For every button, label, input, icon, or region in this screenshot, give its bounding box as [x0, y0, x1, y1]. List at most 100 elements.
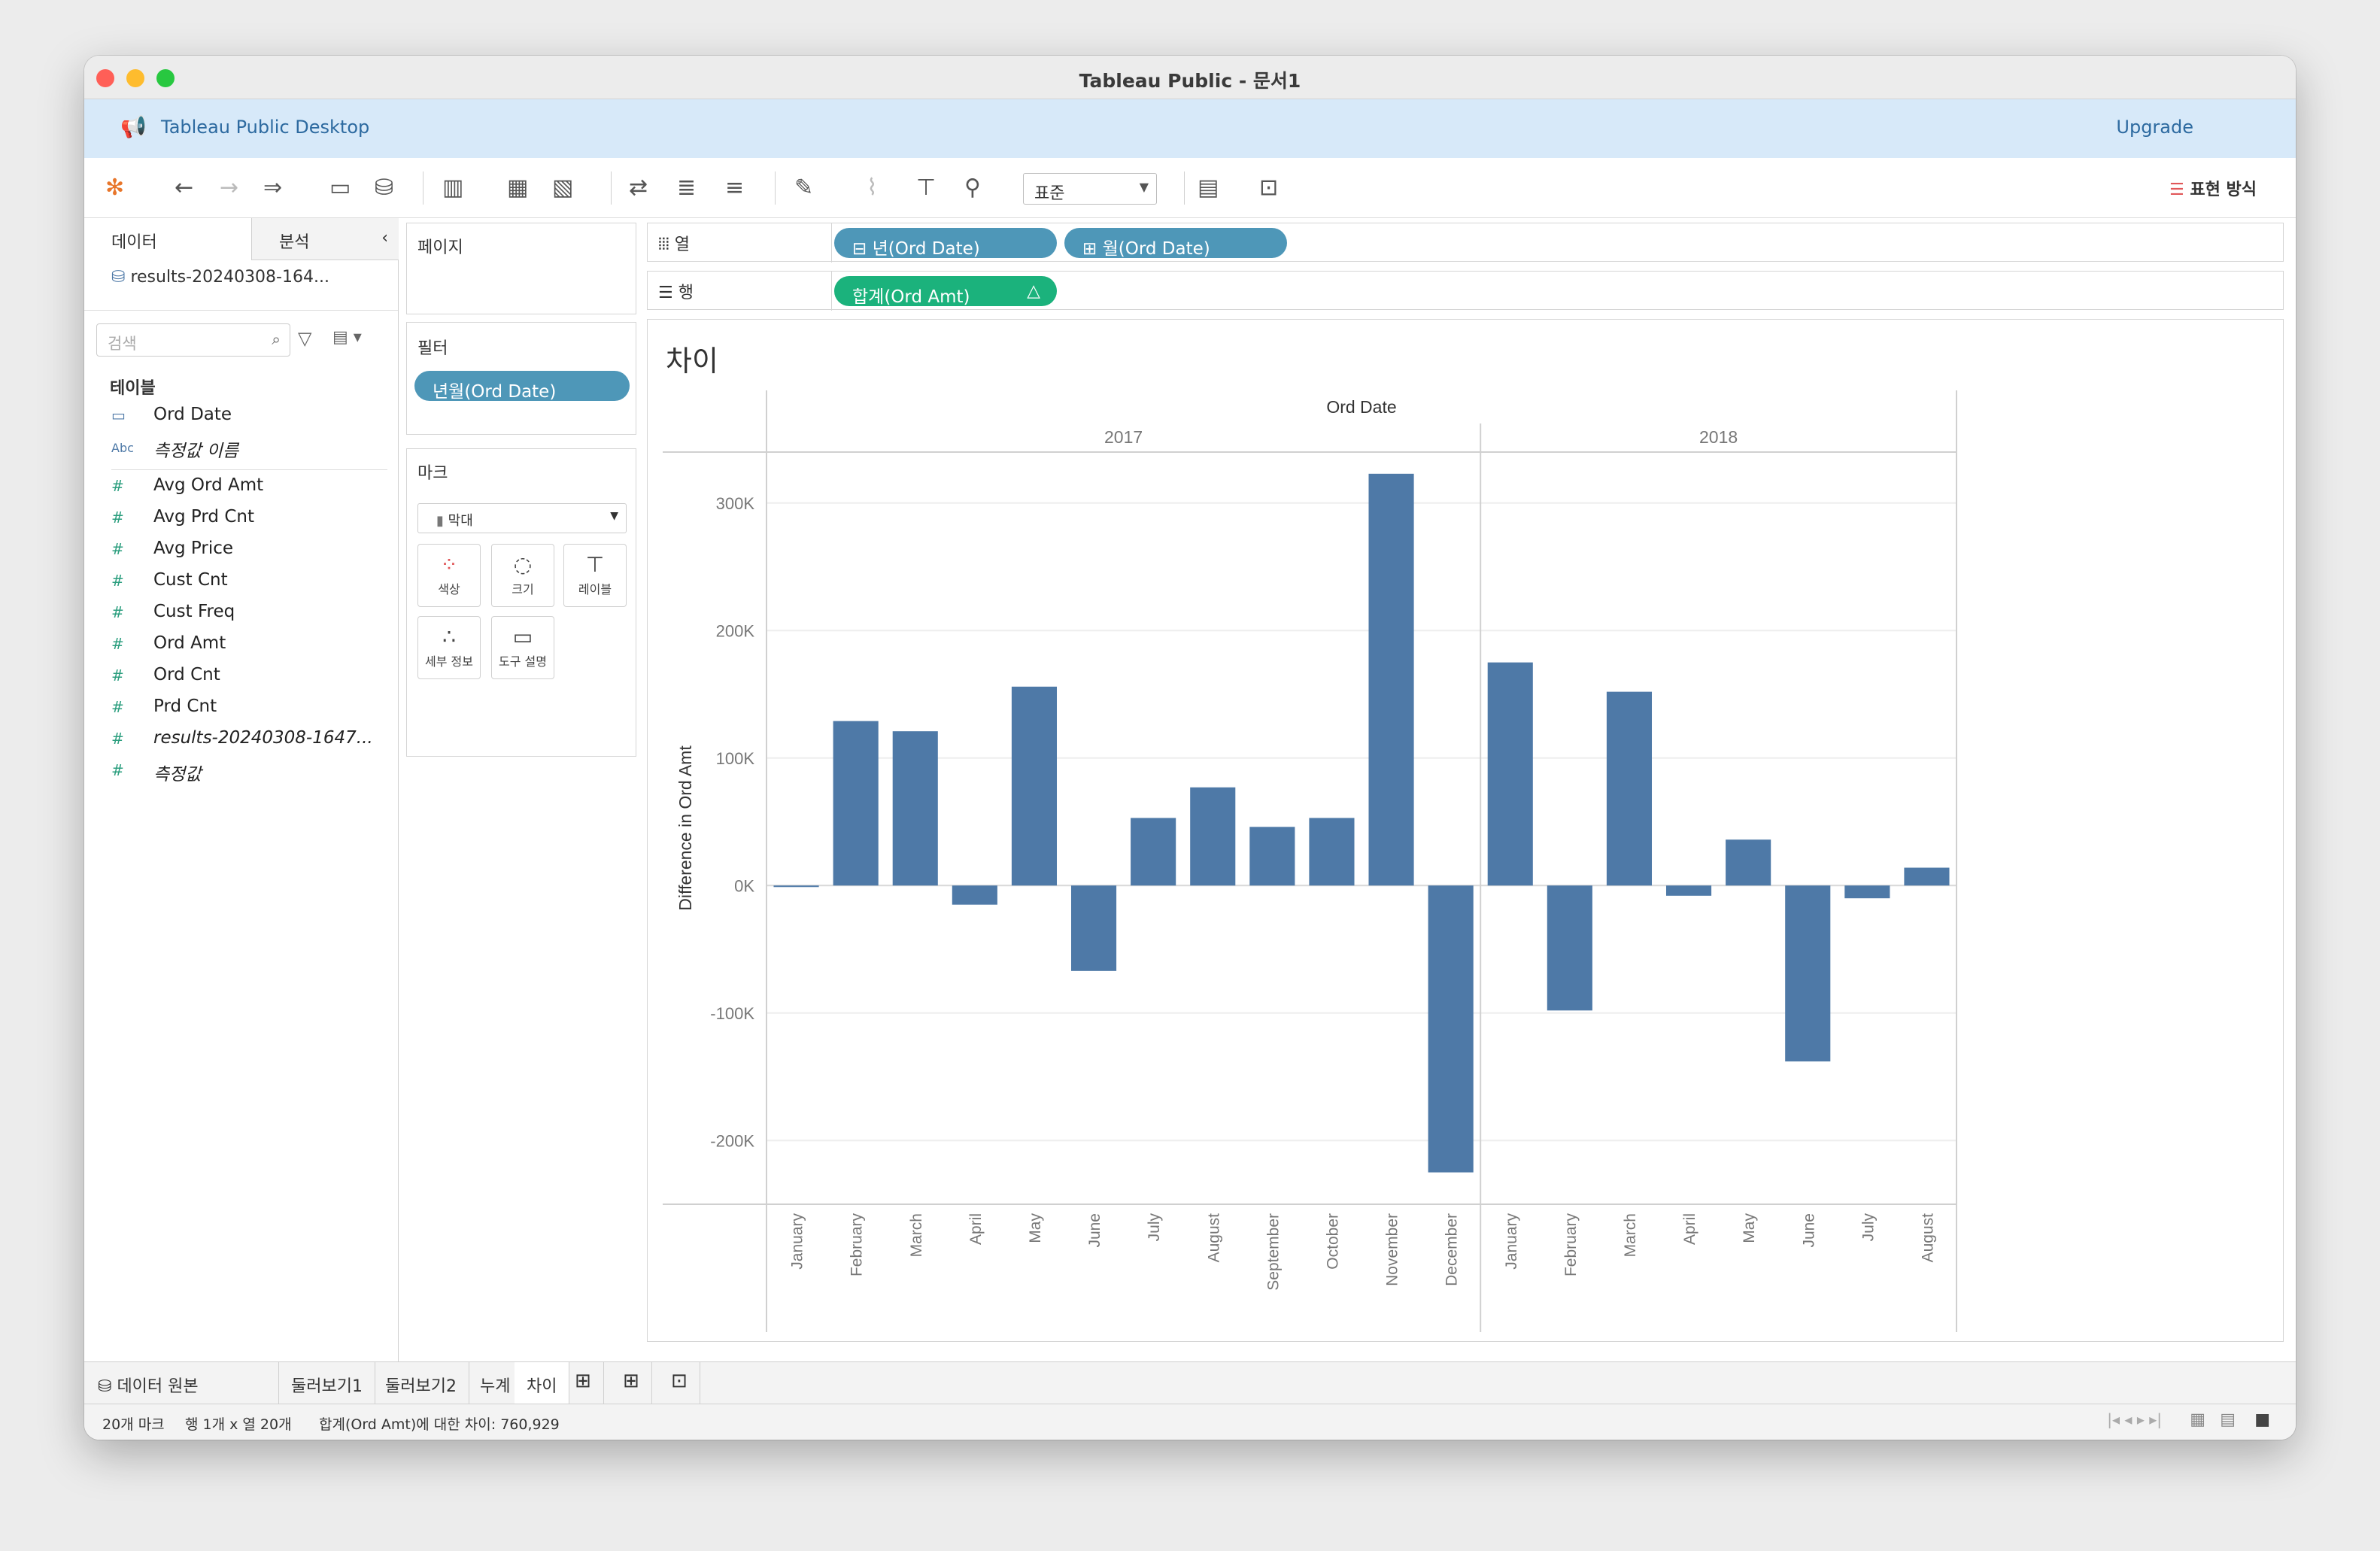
col-pill-year-label: 년(Ord Date)	[872, 239, 980, 259]
y-tick-label: 300K	[716, 494, 755, 513]
filter-icon[interactable]: ▽	[298, 328, 312, 349]
save-icon[interactable]: ▭	[329, 175, 351, 201]
tab-data[interactable]: 데이터	[84, 218, 251, 260]
row-pill-sum-ord-amt[interactable]: 합계(Ord Amt) △	[834, 276, 1057, 307]
col-pill-year[interactable]: ⊟ 년(Ord Date)	[834, 228, 1057, 259]
datasource-tab[interactable]: ⛁ 데이터 원본	[84, 1362, 278, 1404]
grid-view-icon[interactable]: ▦	[2190, 1410, 2205, 1429]
field-name: Avg Ord Amt	[153, 475, 264, 495]
tab-sheet-2[interactable]: 둘러보기2	[373, 1362, 469, 1404]
columns-shelf[interactable]: ⦙⦙⦙ 열 ⊟ 년(Ord Date) ⊞ 월(Ord Date)	[647, 223, 2284, 263]
detail-icon: ∴	[442, 624, 456, 649]
rows-icon: ☰	[658, 284, 673, 302]
bar	[1011, 686, 1058, 886]
show-labels-icon[interactable]: ⊤	[916, 175, 937, 201]
number-type-icon: #	[111, 477, 124, 495]
x-tick-label: September	[1264, 1213, 1282, 1291]
pin-icon[interactable]: ⚲	[964, 175, 981, 201]
field-name: Cust Freq	[153, 602, 235, 621]
year-header: 2017	[1104, 427, 1143, 447]
collapse-plus-icon: ⊞	[1082, 239, 1103, 259]
number-type-icon: #	[111, 603, 124, 621]
minimize-window-button[interactable]	[126, 69, 144, 87]
y-tick-label: 0K	[734, 876, 754, 895]
columns-label-text: 열	[674, 235, 691, 254]
duplicate-sheet-icon[interactable]: ▦	[507, 175, 529, 201]
zoom-window-button[interactable]	[156, 69, 175, 87]
label-button[interactable]: ⊤ 레이블	[563, 544, 627, 607]
number-type-icon: #	[111, 666, 124, 684]
tooltip-icon: ▭	[512, 624, 533, 649]
tab-sheet-4[interactable]: 차이	[515, 1362, 570, 1404]
marks-card[interactable]: 마크 ▮ 막대 ▼ ⁘ 색상 ◌ 크기 ⊤ 레이블 ∴ 세부 정보 ▭ 도구 설명	[406, 448, 636, 757]
view-options-icon[interactable]: ▤ ▾	[332, 328, 362, 347]
show-cards-icon[interactable]: ▤	[1198, 175, 1219, 201]
year-header: 2018	[1699, 427, 1738, 447]
col-pill-month-label: 월(Ord Date)	[1102, 239, 1210, 259]
show-me-button[interactable]: ☰ 표현 방식	[2169, 176, 2257, 200]
field-name: 측정값	[153, 765, 202, 785]
undo-icon[interactable]: ←	[175, 175, 194, 201]
y-tick-label: 100K	[716, 749, 755, 768]
size-button[interactable]: ◌ 크기	[491, 544, 554, 607]
bar-chart-icon: ▮	[436, 513, 444, 529]
detail-button[interactable]: ∴ 세부 정보	[417, 616, 481, 679]
x-tick-label: July	[1146, 1213, 1163, 1242]
new-story-icon[interactable]: ⊡	[659, 1362, 700, 1404]
pages-card[interactable]: 페이지	[406, 223, 636, 314]
navigation-icon[interactable]: |◂ ◂ ▸ ▸|	[2107, 1410, 2162, 1428]
tooltip-button[interactable]: ▭ 도구 설명	[491, 616, 554, 679]
clear-sheet-icon[interactable]: ▧	[552, 175, 574, 201]
status-summary: 합계(Ord Amt)에 대한 차이: 760,929	[319, 1416, 560, 1433]
view-area[interactable]: 차이 -200K -100K 0K 100K 200K 300K Ord Date Diffe…	[647, 319, 2284, 1342]
search-input[interactable]: 검색 ⌕	[96, 323, 290, 357]
tab-view-icon[interactable]: ■	[2254, 1410, 2270, 1429]
rows-shelf[interactable]: ☰ 행 합계(Ord Amt) △	[647, 271, 2284, 311]
field-name: Ord Date	[153, 405, 232, 424]
col-pill-month[interactable]: ⊞ 월(Ord Date)	[1064, 228, 1287, 259]
new-worksheet-icon[interactable]: ⊞	[563, 1362, 604, 1404]
tab-sheet-3[interactable]: 누계	[468, 1362, 524, 1404]
tableau-logo-icon[interactable]: ✻	[105, 175, 125, 201]
collapse-icon[interactable]: ‹	[381, 229, 388, 247]
tab-analysis[interactable]: 분석 ‹	[251, 218, 399, 260]
filter-pill-yearmonth[interactable]: 년월(Ord Date)	[414, 371, 630, 402]
color-button[interactable]: ⁘ 색상	[417, 544, 481, 607]
row-pill-label: 합계(Ord Amt)	[852, 287, 970, 307]
filters-card[interactable]: 필터 년월(Ord Date)	[406, 322, 636, 435]
x-tick-label: March	[908, 1213, 925, 1257]
new-dashboard-icon[interactable]: ⊞	[611, 1362, 652, 1404]
mark-type-dropdown[interactable]: ▮ 막대 ▼	[417, 503, 627, 533]
close-window-button[interactable]	[96, 69, 114, 87]
datasource-item[interactable]: ⛁ results-20240308-164...	[111, 268, 329, 287]
bar	[1844, 885, 1890, 899]
filmstrip-view-icon[interactable]: ▤	[2220, 1410, 2236, 1429]
detail-label: 세부 정보	[425, 654, 473, 669]
size-label: 크기	[512, 582, 534, 596]
tab-sheet-1[interactable]: 둘러보기1	[278, 1362, 375, 1404]
window-title: Tableau Public - 문서1	[1079, 70, 1301, 92]
x-tick-label: December	[1443, 1213, 1461, 1286]
swap-icon[interactable]: ⇒	[263, 175, 283, 201]
new-datasource-icon[interactable]: ⛁	[375, 175, 394, 201]
redo-icon[interactable]: →	[220, 175, 239, 201]
bar	[1487, 662, 1533, 886]
group-icon[interactable]: ⌇	[867, 175, 878, 201]
bar	[1726, 839, 1771, 886]
bar	[1665, 885, 1712, 896]
fit-dropdown[interactable]: 표준 ▼	[1023, 173, 1157, 205]
highlight-icon[interactable]: ✎	[794, 175, 814, 201]
upgrade-link[interactable]: Upgrade	[2116, 117, 2193, 138]
tooltip-label: 도구 설명	[499, 654, 547, 669]
new-worksheet-icon[interactable]: ▥	[442, 175, 464, 201]
number-type-icon: #	[111, 761, 124, 779]
sort-ascending-icon[interactable]: ≣	[677, 175, 697, 201]
bar	[1904, 867, 1950, 886]
field-name: Prd Cnt	[153, 697, 217, 716]
presentation-icon[interactable]: ⊡	[1259, 175, 1279, 201]
title-bar: Tableau Public - 문서1	[84, 56, 2296, 99]
bar	[773, 885, 819, 888]
sort-descending-icon[interactable]: ≡	[725, 175, 745, 201]
bar-chart[interactable]: -200K -100K 0K 100K 200K 300K Ord Date Differen…	[648, 320, 2284, 1343]
swap-rows-columns-icon[interactable]: ⇄	[629, 175, 648, 201]
